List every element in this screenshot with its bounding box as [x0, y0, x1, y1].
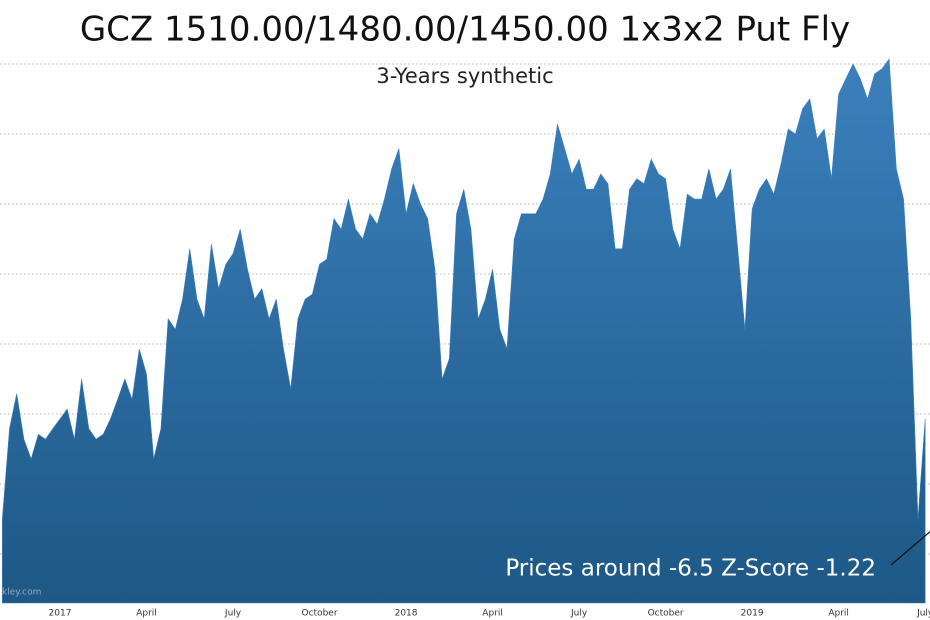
watermark: kley.com: [2, 588, 41, 598]
x-tick-label: April: [482, 609, 503, 619]
chart-subtitle: 3-Years synthetic: [376, 64, 553, 88]
chart-title: GCZ 1510.00/1480.00/1450.00 1x3x2 Put Fl…: [80, 10, 850, 50]
plot-area: [1, 58, 926, 604]
x-tick-label: 2019: [741, 609, 764, 619]
x-tick-label: July: [224, 609, 242, 619]
x-tick-label: April: [136, 609, 157, 619]
x-tick-label: April: [828, 609, 849, 619]
annotation-pointer: [890, 530, 930, 566]
x-tick-label: July: [916, 609, 930, 619]
x-tick-label: 2017: [49, 609, 72, 619]
area: [1, 58, 926, 604]
x-tick-label: July: [570, 609, 588, 619]
x-tick-label: October: [648, 609, 684, 619]
x-tick-label: 2018: [395, 609, 418, 619]
x-tick-label: October: [302, 609, 338, 619]
x-axis: 2017 April July October 2018 April July October…: [49, 609, 930, 619]
annotation: Prices around -6.5 Z-Score -1.22: [505, 556, 876, 582]
